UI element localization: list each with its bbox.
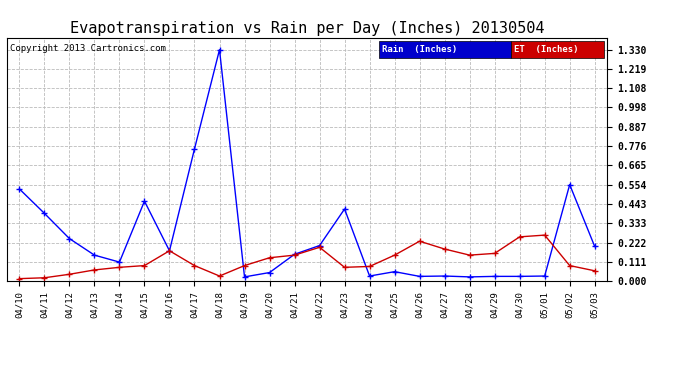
Text: Rain  (Inches): Rain (Inches)	[382, 45, 457, 54]
Text: ET  (Inches): ET (Inches)	[514, 45, 579, 54]
Text: Copyright 2013 Cartronics.com: Copyright 2013 Cartronics.com	[10, 44, 166, 52]
FancyBboxPatch shape	[379, 41, 511, 58]
Title: Evapotranspiration vs Rain per Day (Inches) 20130504: Evapotranspiration vs Rain per Day (Inch…	[70, 21, 544, 36]
FancyBboxPatch shape	[511, 41, 604, 58]
